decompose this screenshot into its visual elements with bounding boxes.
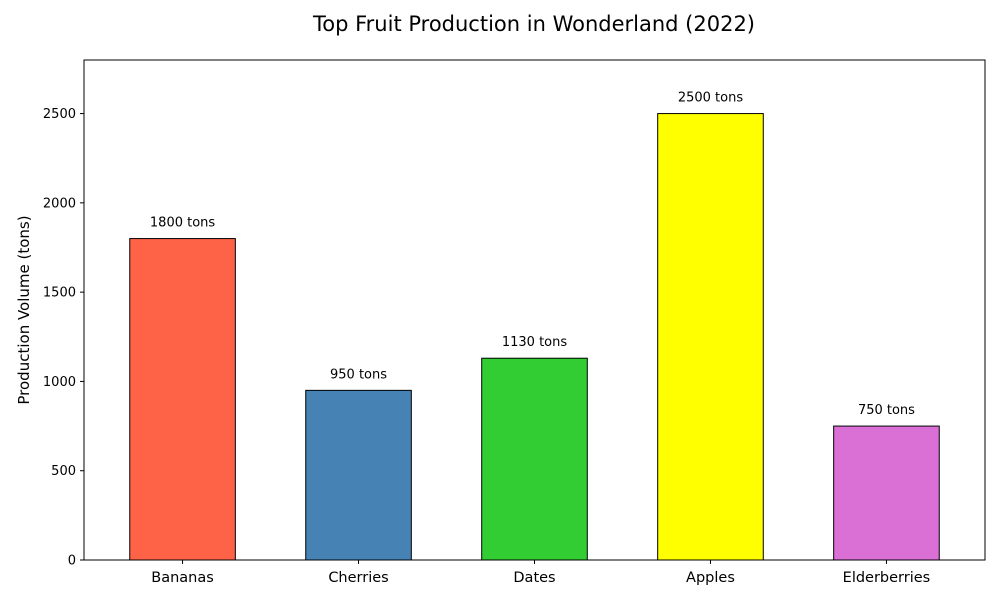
x-tick-label-bananas: Bananas: [151, 570, 214, 586]
data-label-elderberries: 750 tons: [858, 403, 915, 418]
data-label-cherries: 950 tons: [330, 367, 387, 382]
data-label-apples: 2500 tons: [678, 91, 744, 106]
y-tick-label: 2500: [43, 107, 76, 122]
bar-cherries: [305, 389, 412, 561]
y-axis-label: Production Volume (tons): [15, 215, 33, 404]
y-tick-label: 1000: [43, 375, 76, 390]
x-tick-label-elderberries: Elderberries: [843, 570, 931, 586]
y-tick-label: 500: [51, 464, 76, 479]
chart-title: Top Fruit Production in Wonderland (2022…: [312, 12, 755, 36]
data-label-dates: 1130 tons: [502, 335, 568, 350]
y-tick-label: 2000: [43, 196, 76, 211]
x-tick-label-apples: Apples: [686, 570, 735, 586]
x-tick-label-cherries: Cherries: [328, 570, 388, 586]
data-label-bananas: 1800 tons: [150, 216, 216, 231]
plot-frame: [83, 59, 986, 561]
bar-apples: [657, 113, 764, 561]
x-tick-label-dates: Dates: [513, 570, 555, 586]
bar-dates: [481, 357, 588, 561]
y-tick-label: 1500: [43, 286, 76, 301]
bar-elderberries: [833, 425, 940, 561]
plot-area: 0 500 1000 1500 2000 2500 1800 tons Bananas 950 …: [43, 91, 940, 586]
y-tick-label: 0: [68, 554, 76, 569]
bar-bananas: [129, 238, 236, 561]
